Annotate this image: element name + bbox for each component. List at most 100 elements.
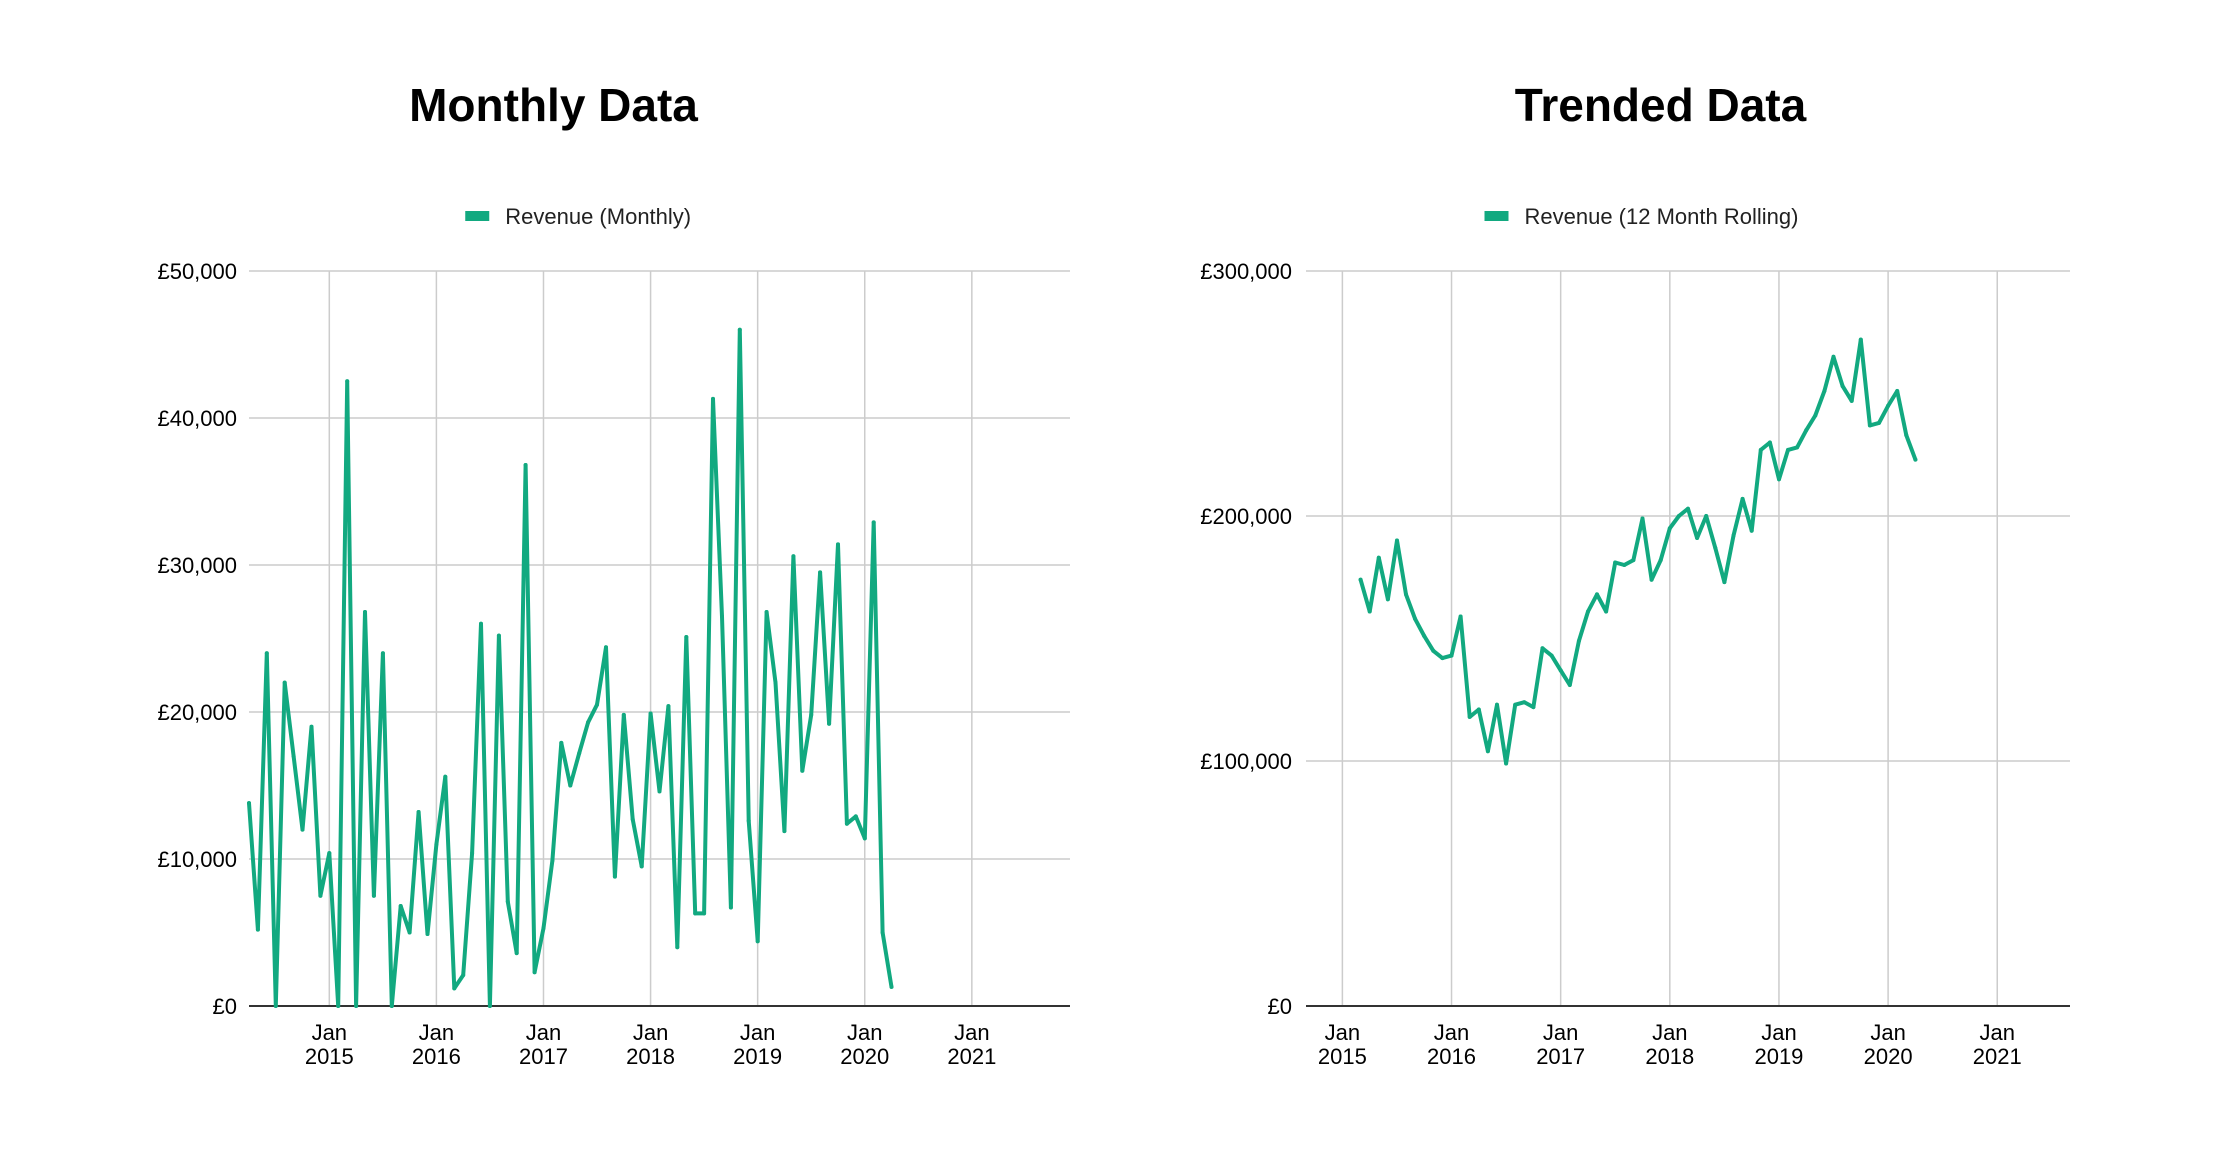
data-point bbox=[791, 554, 796, 559]
monthly-chart-title: Monthly Data bbox=[409, 79, 698, 131]
data-point bbox=[639, 864, 644, 869]
data-point bbox=[693, 911, 698, 916]
data-point bbox=[818, 570, 823, 575]
data-point bbox=[853, 814, 858, 819]
data-point bbox=[1695, 536, 1700, 540]
data-point bbox=[621, 712, 626, 717]
x-tick-label-month: Jan bbox=[740, 1020, 775, 1045]
data-point bbox=[836, 542, 840, 547]
data-point bbox=[1458, 614, 1463, 619]
data-point bbox=[1422, 634, 1427, 638]
data-point bbox=[1640, 516, 1645, 521]
data-point bbox=[1722, 580, 1727, 585]
y-tick-label: £200,000 bbox=[1200, 504, 1292, 529]
data-point bbox=[273, 1004, 278, 1008]
data-point bbox=[514, 951, 519, 956]
x-tick-label-year: 2016 bbox=[412, 1044, 461, 1069]
data-point bbox=[1786, 447, 1790, 452]
data-point bbox=[1413, 616, 1418, 621]
series-line bbox=[247, 327, 894, 1008]
data-point bbox=[407, 930, 412, 935]
data-point bbox=[1622, 563, 1627, 567]
x-tick-label-year: 2018 bbox=[626, 1044, 675, 1069]
x-tick-label-month: Jan bbox=[633, 1020, 668, 1045]
data-point bbox=[282, 680, 287, 685]
x-tick-label-year: 2015 bbox=[1318, 1044, 1367, 1069]
data-point bbox=[648, 711, 653, 716]
data-point bbox=[1777, 477, 1781, 482]
data-point bbox=[612, 874, 617, 879]
data-point bbox=[1367, 609, 1372, 614]
data-point bbox=[461, 973, 466, 978]
data-point bbox=[505, 899, 510, 904]
data-point bbox=[264, 651, 269, 656]
data-point bbox=[586, 720, 591, 725]
data-point bbox=[300, 827, 305, 832]
data-point bbox=[1704, 514, 1709, 518]
x-tick-label-month: Jan bbox=[1870, 1020, 1905, 1045]
data-point bbox=[1804, 428, 1809, 433]
data-point bbox=[1813, 413, 1818, 418]
data-point bbox=[1540, 646, 1545, 651]
legend-swatch bbox=[1484, 211, 1509, 221]
data-point bbox=[1395, 538, 1399, 543]
data-point bbox=[416, 810, 421, 814]
data-point bbox=[764, 610, 769, 614]
data-point bbox=[844, 821, 849, 826]
data-point bbox=[577, 751, 582, 756]
data-point bbox=[443, 774, 448, 779]
data-point bbox=[604, 645, 608, 650]
legend-label: Revenue (12 Month Rolling) bbox=[1525, 204, 1799, 229]
data-point bbox=[1576, 639, 1581, 643]
x-tick-label-month: Jan bbox=[847, 1020, 882, 1045]
data-point bbox=[434, 842, 439, 847]
data-point bbox=[1385, 597, 1390, 602]
x-tick-label-month: Jan bbox=[1325, 1020, 1360, 1045]
data-point bbox=[1795, 445, 1800, 450]
data-point bbox=[1631, 558, 1636, 563]
x-tick-label-year: 2015 bbox=[305, 1044, 354, 1069]
data-point bbox=[1758, 447, 1763, 452]
data-point bbox=[889, 984, 894, 989]
data-point bbox=[755, 939, 760, 944]
x-tick-label-year: 2017 bbox=[1536, 1044, 1585, 1069]
data-point bbox=[1567, 683, 1572, 687]
x-tick-label-month: Jan bbox=[954, 1020, 989, 1045]
data-point bbox=[1549, 653, 1554, 658]
x-tick-label-year: 2019 bbox=[1754, 1044, 1803, 1069]
y-tick-label: £0 bbox=[213, 994, 237, 1019]
data-point bbox=[675, 945, 680, 950]
data-point bbox=[496, 633, 501, 638]
data-point bbox=[354, 1004, 359, 1008]
data-point bbox=[1731, 533, 1736, 538]
data-point bbox=[1358, 577, 1363, 582]
x-tick-label-month: Jan bbox=[1761, 1020, 1796, 1045]
series-line bbox=[1358, 337, 1918, 766]
x-tick-label-month: Jan bbox=[526, 1020, 561, 1045]
y-tick-label: £0 bbox=[1268, 994, 1292, 1019]
legend-swatch bbox=[465, 211, 490, 221]
data-point bbox=[363, 610, 367, 614]
data-point bbox=[809, 712, 814, 717]
data-point bbox=[389, 1004, 394, 1008]
data-point bbox=[336, 1004, 341, 1008]
data-point bbox=[657, 789, 662, 794]
x-tick-label-month: Jan bbox=[1652, 1020, 1687, 1045]
data-point bbox=[1740, 496, 1745, 501]
x-tick-label-month: Jan bbox=[1434, 1020, 1469, 1045]
data-point bbox=[880, 930, 885, 935]
data-point bbox=[1467, 714, 1472, 719]
x-tick-label-year: 2019 bbox=[733, 1044, 782, 1069]
data-point bbox=[559, 740, 564, 745]
data-point bbox=[773, 680, 778, 685]
data-point bbox=[309, 724, 314, 729]
data-point bbox=[1840, 384, 1845, 389]
data-point bbox=[1485, 749, 1490, 754]
data-point bbox=[1904, 433, 1909, 438]
data-point bbox=[1513, 702, 1518, 707]
data-point bbox=[1858, 337, 1863, 342]
data-point bbox=[1886, 403, 1891, 408]
data-point bbox=[247, 801, 251, 806]
data-point bbox=[1658, 558, 1663, 563]
data-point bbox=[666, 704, 671, 709]
